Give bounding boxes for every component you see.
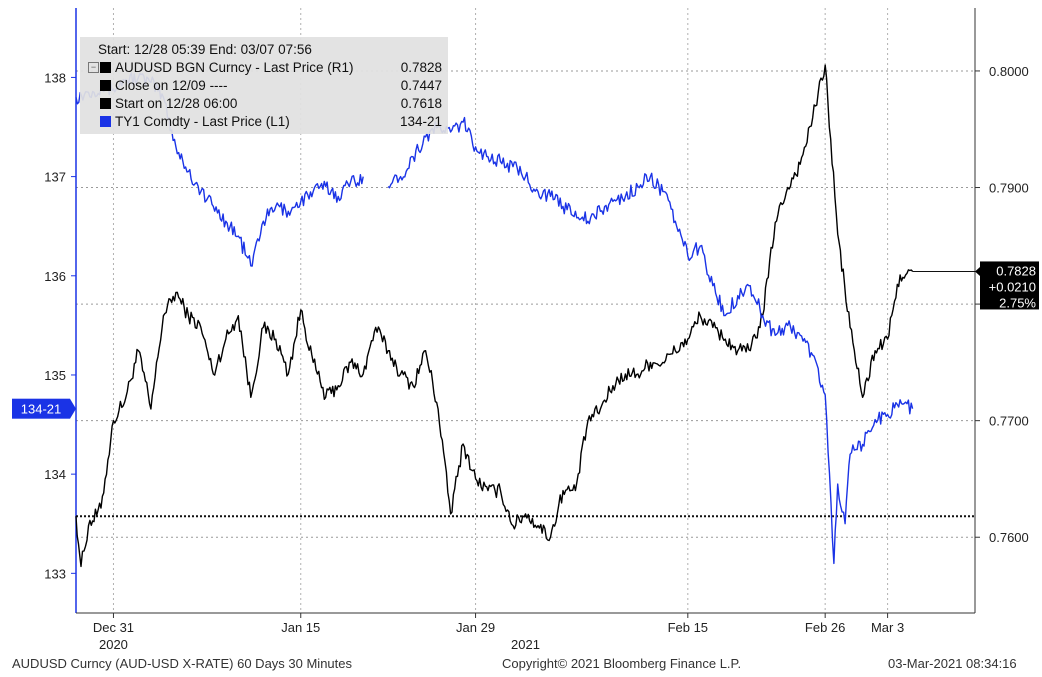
legend-value: 134-21 [399, 114, 442, 129]
legend-swatch [100, 80, 111, 91]
left-tick-label: 135 [44, 368, 66, 383]
legend-row-audusd: − AUDUSD BGN Curncy - Last Price (R1) 0.… [80, 59, 448, 76]
chart-legend: Start: 12/28 05:39 End: 03/07 07:56 − AU… [80, 37, 448, 134]
left-tick-label: 138 [44, 70, 66, 85]
x-tick-label: Feb 15 [668, 620, 708, 635]
x-tick-label: Jan 15 [281, 620, 320, 635]
legend-row-start: Start on 12/28 06:00 0.7618 [80, 95, 448, 112]
footer-right: 03-Mar-2021 08:34:16 [888, 656, 1017, 671]
left-tick-label: 137 [44, 170, 66, 185]
legend-swatch [100, 98, 111, 109]
left-tick-label: 133 [44, 566, 66, 581]
x-year-label: 2020 [99, 637, 128, 652]
legend-row-close: Close on 12/09 ---- 0.7447 [80, 77, 448, 94]
legend-label: Start on 12/28 06:00 [115, 96, 238, 111]
legend-label: Close on 12/09 ---- [115, 78, 228, 93]
legend-value: 0.7447 [400, 78, 442, 93]
right-tick-label: 0.7900 [989, 181, 1029, 196]
x-tick-label: Dec 31 [93, 620, 134, 635]
percent-change-label: 2.75% [999, 295, 1036, 310]
left-current-value-label: 134-21 [21, 402, 61, 417]
legend-swatch [100, 62, 111, 73]
right-tick-label: 0.7700 [989, 414, 1029, 429]
legend-row-ty1: TY1 Comdty - Last Price (L1) 134-21 [80, 113, 448, 130]
legend-label: TY1 Comdty - Last Price (L1) [115, 114, 290, 129]
change-label: +0.0210 [989, 279, 1036, 294]
left-current-value-box [12, 398, 70, 419]
right-tick-label: 0.7600 [989, 530, 1029, 545]
left-tick-label: 134 [44, 467, 66, 482]
x-year-label: 2021 [511, 637, 540, 652]
series-line [75, 64, 914, 568]
collapse-icon[interactable]: − [88, 62, 99, 73]
legend-swatch [100, 116, 111, 127]
legend-header: Start: 12/28 05:39 End: 03/07 07:56 [98, 42, 312, 57]
left-tick-label: 136 [44, 269, 66, 284]
x-tick-label: Jan 29 [456, 620, 495, 635]
footer-center: Copyright© 2021 Bloomberg Finance L.P. [502, 656, 742, 671]
x-tick-label: Feb 26 [805, 620, 845, 635]
current-value-box [980, 261, 1039, 310]
legend-value: 0.7618 [400, 96, 442, 111]
legend-label: AUDUSD BGN Curncy - Last Price (R1) [115, 60, 354, 75]
current-value-label: 0.7828 [996, 263, 1036, 278]
legend-value: 0.7828 [400, 60, 442, 75]
x-tick-label: Mar 3 [871, 620, 904, 635]
left-current-value-pointer [70, 398, 76, 419]
right-tick-label: 0.8000 [989, 64, 1029, 79]
footer-left: AUDUSD Curncy (AUD-USD X-RATE) 60 Days 3… [12, 656, 352, 671]
